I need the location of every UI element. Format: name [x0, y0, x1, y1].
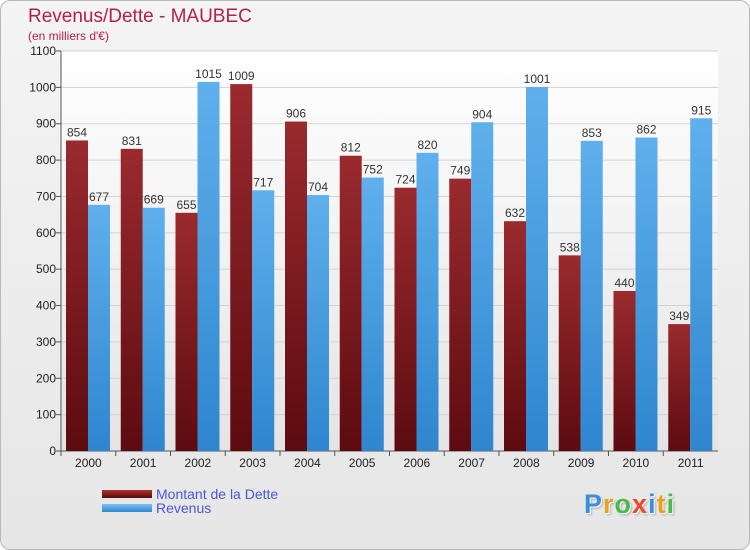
data-label-dette: 724 — [395, 173, 415, 187]
bar-revenus — [197, 81, 220, 451]
bar-dette — [504, 221, 526, 451]
bar-dette — [339, 155, 362, 451]
x-tick-label: 2010 — [623, 456, 650, 470]
bar-dette — [120, 148, 143, 451]
bar-revenus — [471, 122, 494, 451]
y-tick-label: 1000 — [29, 80, 56, 94]
y-tick-label: 1100 — [30, 44, 56, 58]
x-tick-label: 2001 — [130, 456, 157, 470]
data-label-dette: 1009 — [228, 69, 255, 83]
logo-letter: P — [584, 489, 604, 519]
bar-dette — [175, 212, 198, 451]
y-tick-label: 600 — [36, 226, 56, 240]
data-label-revenus: 904 — [472, 107, 492, 121]
logo-letter: x — [632, 489, 649, 519]
data-label-dette: 749 — [450, 164, 470, 178]
x-tick-label: 2008 — [513, 456, 540, 470]
data-label-dette: 632 — [505, 206, 525, 220]
bar-revenus — [526, 87, 548, 451]
bar-revenus — [635, 137, 658, 451]
logo-letter: r — [603, 489, 615, 519]
bar-revenus — [361, 177, 384, 451]
y-tick-label: 500 — [36, 262, 56, 276]
logo-letter: i — [648, 489, 657, 519]
y-tick-label: 800 — [36, 153, 56, 167]
data-label-dette: 440 — [614, 276, 634, 290]
data-label-dette: 854 — [67, 125, 87, 139]
data-label-revenus: 677 — [89, 190, 109, 204]
x-tick-label: 2011 — [678, 456, 704, 470]
bar-revenus — [690, 118, 713, 451]
bar-dette — [230, 84, 253, 451]
logo-letter: t — [656, 489, 667, 519]
bar-revenus — [252, 190, 275, 452]
data-label-dette: 538 — [560, 240, 580, 254]
bar-revenus — [88, 204, 110, 451]
y-tick-label: 400 — [36, 299, 56, 313]
data-label-dette: 349 — [669, 309, 689, 323]
data-label-revenus: 752 — [363, 163, 383, 177]
bar-dette — [558, 255, 581, 451]
logo-letter: o — [614, 489, 633, 519]
data-label-revenus: 717 — [253, 175, 273, 189]
x-tick-label: 2009 — [568, 456, 595, 470]
data-label-revenus: 915 — [691, 103, 711, 117]
data-label-dette: 655 — [176, 198, 196, 212]
x-tick-label: 2006 — [404, 456, 431, 470]
bar-dette — [449, 178, 472, 452]
bar-dette — [285, 121, 307, 451]
plot-area — [61, 51, 718, 451]
data-label-revenus: 862 — [636, 123, 656, 137]
y-tick-label: 900 — [36, 117, 56, 131]
y-tick-label: 200 — [36, 371, 56, 385]
logo-letter: i — [666, 489, 676, 519]
data-label-dette: 906 — [286, 107, 306, 121]
data-label-revenus: 820 — [417, 138, 437, 152]
x-tick-label: 2005 — [349, 456, 376, 470]
legend-swatch-revenus — [102, 504, 152, 512]
data-label-revenus: 853 — [582, 126, 602, 140]
x-tick-label: 2002 — [185, 456, 212, 470]
y-tick-label: 300 — [36, 335, 56, 349]
y-tick-label: 0 — [49, 444, 56, 458]
x-tick-label: 2003 — [239, 456, 266, 470]
legend-label-dette: Montant de la Dette — [156, 486, 279, 502]
bar-dette — [668, 324, 691, 451]
bar-revenus — [580, 140, 603, 451]
data-label-dette: 831 — [122, 134, 142, 148]
bar-dette — [613, 291, 636, 451]
bar-revenus — [142, 207, 165, 451]
legend-swatch-dette — [102, 490, 152, 498]
proxiti-logo: Proxiti — [584, 489, 675, 520]
chart-title: Revenus/Dette - MAUBEC — [28, 6, 252, 27]
y-tick-label: 100 — [36, 408, 56, 422]
x-tick-label: 2004 — [294, 456, 321, 470]
chart-subtitle: (en milliers d'€) — [28, 29, 109, 43]
x-tick-label: 2007 — [458, 456, 485, 470]
data-label-revenus: 1015 — [195, 67, 222, 81]
data-label-revenus: 669 — [144, 193, 164, 207]
data-label-revenus: 1001 — [524, 72, 551, 86]
data-label-revenus: 704 — [308, 180, 328, 194]
x-tick-label: 2000 — [75, 456, 102, 470]
data-label-dette: 812 — [341, 141, 361, 155]
legend-label-revenus: Revenus — [156, 500, 212, 516]
bar-revenus — [416, 152, 439, 451]
y-tick-label: 700 — [36, 189, 56, 203]
bar-dette — [66, 140, 88, 452]
bar-dette — [394, 187, 417, 451]
bar-revenus — [307, 195, 329, 451]
